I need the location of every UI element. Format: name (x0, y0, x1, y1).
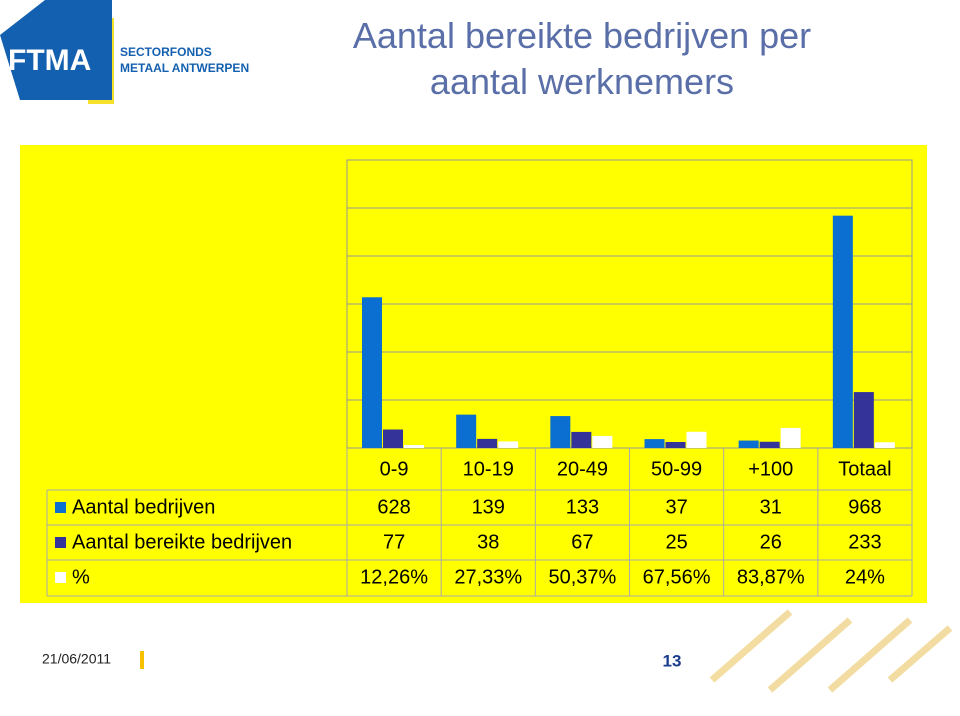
decoration (709, 609, 953, 693)
table-value: 50,37% (548, 566, 616, 588)
bar (362, 297, 382, 448)
bar (571, 431, 592, 448)
table-value: 628 (377, 496, 410, 518)
table-value: 25 (665, 531, 687, 553)
bar (759, 441, 780, 448)
table-value: 38 (477, 531, 499, 553)
table-value: 133 (566, 496, 599, 518)
bar (874, 442, 895, 448)
table-value: 968 (848, 496, 881, 518)
table-value: 77 (383, 531, 405, 553)
table-value: 139 (472, 496, 505, 518)
bar (644, 439, 665, 448)
bar (477, 438, 498, 448)
logo-mark: FTMA (8, 44, 91, 77)
legend-label: Aantal bedrijven (72, 496, 215, 518)
bar (832, 215, 853, 448)
legend-key (55, 502, 66, 513)
logo-blue (0, 0, 112, 100)
bar (665, 442, 686, 448)
logo-text: METAAL ANTWERPEN (120, 61, 249, 75)
x-tick-label: 0-9 (380, 458, 409, 480)
logo: FTMA SECTORFONDS METAAL ANTWERPEN (0, 0, 249, 104)
table-value: 67,56% (643, 566, 711, 588)
chart-title: Aantal bereikte bedrijven per aantal werk… (353, 15, 811, 102)
footer-mark (140, 651, 144, 669)
bar (853, 392, 874, 448)
chart: 0-9 10-19 20-49 50-99 +100 Totaal Aantal bedri… (46, 159, 913, 597)
table-value: 31 (760, 496, 782, 518)
bar (383, 429, 403, 448)
x-tick-label: 50-99 (651, 458, 702, 480)
bar (550, 416, 571, 448)
bar (738, 440, 759, 448)
table-value: 12,26% (360, 566, 428, 588)
footer-date: 21/06/2011 (42, 651, 111, 667)
bar (404, 445, 424, 448)
bar (498, 441, 519, 448)
x-tick-label: Totaal (838, 458, 891, 480)
page-number: 13 (663, 651, 682, 670)
bar (780, 427, 801, 448)
x-tick-label: 10-19 (463, 458, 514, 480)
legend-key (55, 537, 66, 548)
bar (686, 431, 707, 448)
legend-label: % (72, 566, 90, 588)
legend-label: Aantal bereikte bedrijven (72, 531, 292, 553)
table-value: 24% (845, 566, 885, 588)
table-value: 233 (848, 531, 881, 553)
table-value: 27,33% (454, 566, 522, 588)
table-value: 83,87% (737, 566, 805, 588)
legend-key (55, 572, 66, 583)
bar (592, 435, 613, 448)
table-value: 67 (571, 531, 593, 553)
table-value: 37 (665, 496, 687, 518)
x-tick-label: 20-49 (557, 458, 608, 480)
logo-text: SECTORFONDS (120, 45, 212, 59)
x-tick-label: +100 (748, 458, 793, 480)
bar (456, 414, 477, 448)
table-value: 26 (760, 531, 782, 553)
